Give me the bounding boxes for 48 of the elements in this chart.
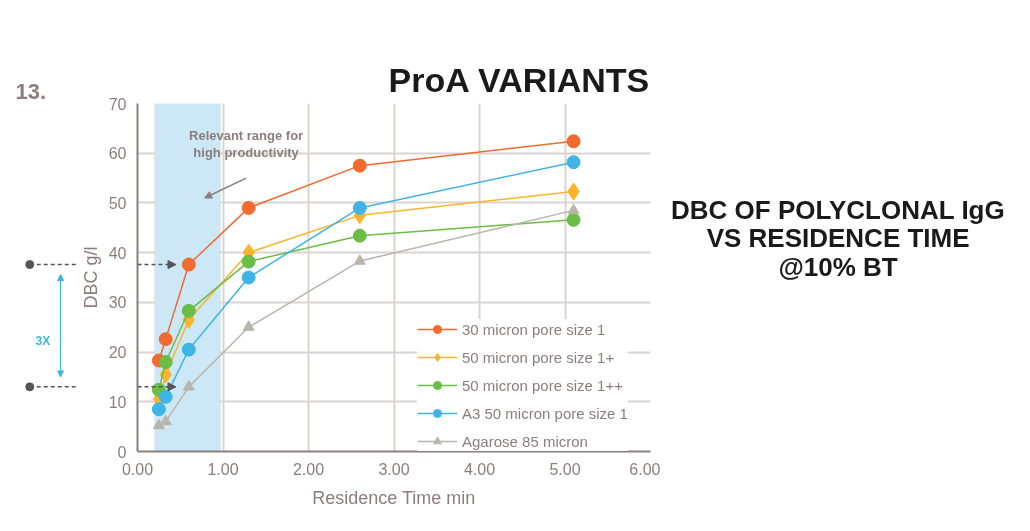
- text: 3X: [35, 333, 51, 348]
- chart-title: ProA VARIANTS: [388, 60, 650, 99]
- point: [158, 355, 173, 369]
- point: [352, 158, 367, 173]
- y-tick-label: 10: [108, 393, 127, 411]
- point: [181, 303, 196, 318]
- legend-label: Agarose 85 micron: [462, 432, 588, 450]
- point: [152, 418, 165, 430]
- y-axis-title: DBC g/l: [80, 246, 101, 309]
- x-tick-label: 1.00: [207, 460, 239, 478]
- point: [181, 257, 196, 272]
- legend-label: 30 micron pore size 1: [462, 320, 606, 338]
- x-tick-label: 3.00: [378, 460, 410, 478]
- x-tick-label: 4.00: [463, 460, 496, 478]
- y-tick-label: 40: [108, 244, 127, 262]
- y-tick-label: 20: [108, 344, 127, 362]
- legend-label: 50 micron pore size 1++: [462, 376, 623, 394]
- y-tick-label: 70: [108, 95, 127, 113]
- legend-label: A3 50 micron pore size 1: [462, 404, 628, 422]
- point: [352, 200, 367, 215]
- legend-label: 50 micron pore size 1+: [462, 348, 615, 366]
- point: [352, 228, 367, 243]
- point: [241, 270, 256, 285]
- point: [241, 200, 256, 215]
- point: [566, 212, 581, 227]
- point: [158, 332, 173, 347]
- y-tick-label: 50: [108, 194, 127, 212]
- x-tick-label: 0.00: [121, 460, 154, 478]
- point: [182, 380, 195, 391]
- x-tick-label: 6.00: [629, 460, 661, 478]
- x-tick-label: 2.00: [292, 460, 325, 478]
- point: [566, 155, 581, 170]
- point: [181, 342, 196, 357]
- point: [353, 254, 366, 265]
- y-tick-label: 0: [117, 443, 127, 461]
- text: 13.: [15, 78, 47, 104]
- y-tick-label: 30: [108, 294, 127, 312]
- band-label: Relevant range for high productivity: [189, 128, 304, 160]
- point: [241, 254, 256, 269]
- text: DBC OF POLYCLONAL IgG VS RESIDENCE TIME @10% BT: [671, 194, 1005, 282]
- point: [567, 203, 580, 215]
- x-axis-title: Residence Time min: [312, 487, 476, 508]
- y-tick-label: 60: [108, 145, 127, 163]
- point: [242, 320, 255, 331]
- x-tick-label: 5.00: [549, 460, 581, 478]
- point: [158, 389, 173, 404]
- point: [151, 402, 166, 417]
- point: [566, 134, 581, 149]
